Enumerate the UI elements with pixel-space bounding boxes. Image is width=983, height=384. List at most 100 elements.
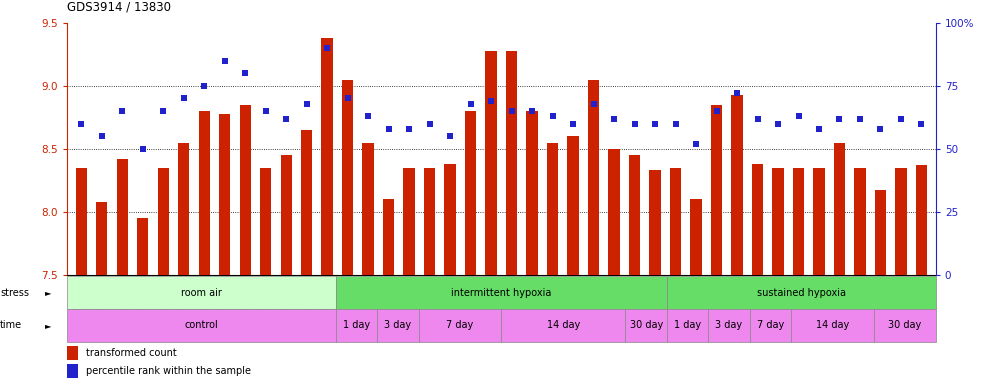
Bar	[178, 142, 190, 275]
Bar	[260, 168, 271, 275]
Bar	[301, 130, 313, 275]
Point	[647, 121, 663, 127]
Bar	[750, 309, 791, 342]
Point	[545, 113, 560, 119]
Bar	[752, 164, 763, 275]
Point	[463, 101, 479, 107]
Bar	[896, 168, 906, 275]
Text: GDS3914 / 13830: GDS3914 / 13830	[67, 0, 171, 13]
Point	[74, 121, 89, 127]
Point	[237, 70, 253, 76]
Point	[197, 83, 212, 89]
Point	[360, 113, 376, 119]
Point	[503, 108, 519, 114]
Bar	[342, 79, 353, 275]
Bar	[137, 218, 148, 275]
Point	[422, 121, 437, 127]
Bar	[240, 105, 251, 275]
Bar	[199, 111, 209, 275]
Point	[114, 108, 130, 114]
Text: 14 day: 14 day	[816, 320, 849, 331]
Text: intermittent hypoxia: intermittent hypoxia	[451, 288, 551, 298]
Point	[852, 116, 868, 122]
Point	[340, 95, 356, 101]
Bar	[874, 309, 936, 342]
Bar	[711, 105, 723, 275]
Point	[894, 116, 909, 122]
Bar	[666, 276, 936, 309]
Point	[709, 108, 724, 114]
Bar	[76, 168, 87, 275]
Bar	[608, 149, 619, 275]
Point	[565, 121, 581, 127]
Point	[667, 121, 683, 127]
Text: time: time	[0, 320, 23, 331]
Bar	[67, 364, 78, 378]
Bar	[67, 309, 336, 342]
Text: ►: ►	[45, 288, 51, 297]
Bar	[834, 142, 845, 275]
Bar	[67, 276, 336, 309]
Bar	[280, 155, 292, 275]
Bar	[547, 142, 558, 275]
Text: 14 day: 14 day	[547, 320, 580, 331]
Bar	[377, 309, 419, 342]
Bar	[669, 168, 681, 275]
Bar	[363, 142, 374, 275]
Point	[586, 101, 602, 107]
Bar	[506, 51, 517, 275]
Text: 1 day: 1 day	[674, 320, 701, 331]
Bar	[96, 202, 107, 275]
Point	[278, 116, 294, 122]
Point	[176, 95, 192, 101]
Bar	[444, 164, 456, 275]
Bar	[67, 346, 78, 360]
Bar	[666, 309, 708, 342]
Point	[93, 133, 109, 139]
Bar	[527, 111, 538, 275]
Bar	[708, 309, 750, 342]
Text: sustained hypoxia: sustained hypoxia	[757, 288, 845, 298]
Point	[832, 116, 847, 122]
Text: 7 day: 7 day	[446, 320, 474, 331]
Text: 7 day: 7 day	[757, 320, 783, 331]
Point	[155, 108, 171, 114]
Point	[790, 113, 806, 119]
Text: 30 day: 30 day	[629, 320, 663, 331]
Bar	[567, 136, 579, 275]
Bar	[403, 168, 415, 275]
Point	[770, 121, 785, 127]
Bar	[650, 170, 661, 275]
Bar	[791, 309, 874, 342]
Bar	[731, 95, 742, 275]
Text: percentile rank within the sample: percentile rank within the sample	[86, 366, 251, 376]
Point	[688, 141, 704, 147]
Bar	[588, 79, 600, 275]
Bar	[690, 199, 702, 275]
Text: room air: room air	[181, 288, 222, 298]
Text: 30 day: 30 day	[889, 320, 921, 331]
Point	[380, 126, 396, 132]
Point	[913, 121, 929, 127]
Bar	[336, 309, 377, 342]
Bar	[419, 309, 501, 342]
Point	[319, 45, 335, 51]
Point	[484, 98, 499, 104]
Bar	[629, 155, 640, 275]
Text: transformed count: transformed count	[86, 348, 177, 358]
Bar	[625, 309, 666, 342]
Bar	[875, 190, 886, 275]
Bar	[465, 111, 476, 275]
Text: 3 day: 3 day	[716, 320, 742, 331]
Text: ►: ►	[45, 321, 51, 330]
Text: control: control	[185, 320, 218, 331]
Bar	[383, 199, 394, 275]
Bar	[117, 159, 128, 275]
Bar	[793, 168, 804, 275]
Point	[607, 116, 622, 122]
Point	[401, 126, 417, 132]
Text: 3 day: 3 day	[384, 320, 412, 331]
Bar	[424, 168, 435, 275]
Point	[299, 101, 315, 107]
Point	[217, 58, 233, 64]
